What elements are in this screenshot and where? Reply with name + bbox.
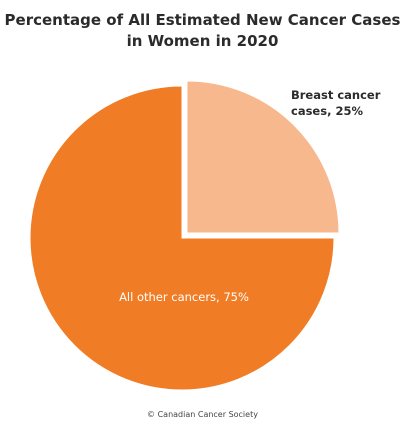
slice-breast-cancer	[186, 80, 340, 234]
credit-text: © Canadian Cancer Society	[147, 410, 258, 419]
slice-label-breast-cancer-line-2: cases, 25%	[291, 104, 363, 118]
slice-label-all-other-cancers-line-1: All other cancers, 75%	[119, 290, 249, 304]
slice-label-all-other-cancers: All other cancers, 75%	[119, 290, 249, 304]
chart-title: Percentage of All Estimated New Cancer C…	[0, 10, 405, 52]
slice-all-other-cancers	[29, 85, 335, 391]
chart-title-line-1: Percentage of All Estimated New Cancer C…	[4, 11, 401, 29]
slice-label-breast-cancer: Breast cancer cases, 25%	[291, 88, 384, 118]
chart-title-line-2: in Women in 2020	[126, 32, 279, 50]
slice-label-breast-cancer-line-1: Breast cancer	[291, 88, 381, 102]
